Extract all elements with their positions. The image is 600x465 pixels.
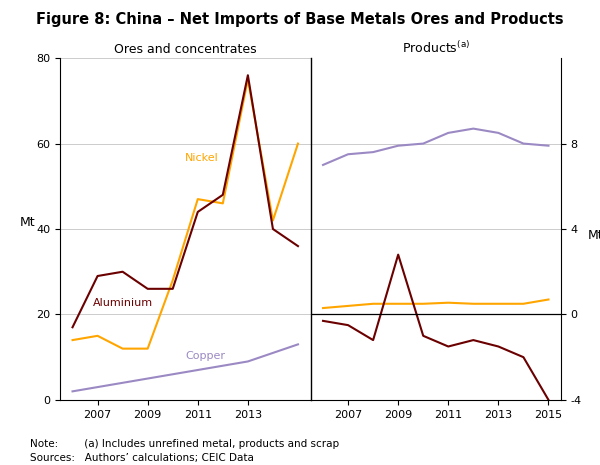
Y-axis label: Mt: Mt: [588, 229, 600, 242]
Text: Aluminium: Aluminium: [92, 298, 152, 308]
Title: Ores and concentrates: Ores and concentrates: [114, 43, 257, 56]
Text: Figure 8: China – Net Imports of Base Metals Ores and Products: Figure 8: China – Net Imports of Base Me…: [36, 12, 564, 27]
Text: Copper: Copper: [185, 352, 225, 361]
Text: Nickel: Nickel: [185, 153, 219, 163]
Text: Note:        (a) Includes unrefined metal, products and scrap: Note: (a) Includes unrefined metal, prod…: [30, 439, 339, 450]
Text: Sources:   Authors’ calculations; CEIC Data: Sources: Authors’ calculations; CEIC Dat…: [30, 453, 254, 464]
Y-axis label: Mt: Mt: [20, 216, 35, 229]
Title: Products$^{\mathregular{(a)}}$: Products$^{\mathregular{(a)}}$: [402, 40, 470, 56]
